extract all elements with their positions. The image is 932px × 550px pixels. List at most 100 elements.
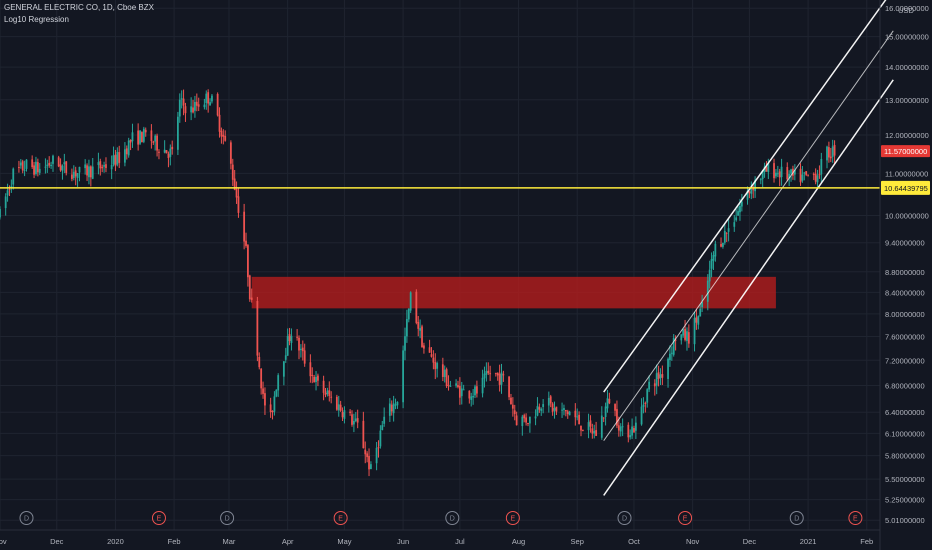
candle-body	[765, 166, 768, 172]
candle-body	[269, 404, 272, 413]
candle-body	[564, 409, 567, 412]
candle-body	[589, 420, 592, 427]
candle-body	[793, 169, 796, 175]
candle-body	[566, 411, 569, 414]
symbol-title[interactable]: GENERAL ELECTRIC CO, 1D, Cboe BZX	[4, 3, 154, 12]
candle-body	[52, 155, 54, 164]
candle-body	[349, 411, 352, 413]
candle-body	[383, 416, 386, 424]
candle-body	[723, 231, 726, 243]
candle-body	[790, 169, 792, 174]
candle-body	[167, 153, 170, 159]
resistance-zone	[251, 276, 776, 309]
candle-body	[657, 372, 660, 379]
candle-body	[591, 428, 594, 434]
candle-body	[714, 243, 717, 257]
candle-body	[65, 161, 68, 173]
candle-body	[443, 369, 446, 378]
candle-body	[786, 167, 789, 180]
level-price-bg	[881, 180, 930, 195]
candle-body	[114, 154, 117, 166]
candle-body	[578, 414, 580, 425]
earnings-marker	[678, 511, 693, 525]
candle-body	[629, 435, 632, 438]
candle-body	[197, 104, 200, 107]
candle-body	[595, 430, 598, 436]
candle-body	[430, 354, 433, 357]
candle-body	[807, 174, 809, 176]
candle-body	[606, 398, 609, 409]
candle-body	[640, 406, 643, 425]
candle-body	[184, 106, 187, 114]
candle-body	[105, 164, 107, 169]
candle-body	[462, 389, 465, 391]
candle-body	[330, 396, 333, 398]
candle-body	[48, 162, 51, 166]
candle-body	[733, 222, 736, 227]
candle-body	[684, 328, 686, 340]
candle-body	[195, 101, 198, 106]
event-marker-letter: D	[794, 516, 799, 523]
price-tick-label: 6.40000000	[885, 408, 925, 417]
candle-body	[362, 420, 365, 449]
candle-body	[176, 116, 179, 150]
candle-body	[693, 317, 696, 345]
candle-body	[237, 196, 240, 213]
time-tick-label: Nov	[686, 537, 700, 546]
candle-body	[169, 148, 172, 157]
candle-body	[468, 390, 471, 399]
price-tick-label: 5.50000000	[885, 475, 925, 484]
candle-body	[178, 99, 181, 117]
dividend-marker	[789, 511, 804, 525]
candle-body	[229, 142, 232, 164]
candle-body	[182, 98, 185, 106]
candle-body	[776, 173, 779, 175]
candle-body	[574, 410, 577, 418]
time-tick-label: Jul	[455, 537, 465, 546]
time-tick-label: Aug	[512, 537, 525, 546]
candle-body	[309, 362, 312, 377]
candle-body	[699, 308, 702, 317]
candle-body	[88, 166, 90, 178]
candle-body	[697, 315, 700, 325]
candle-body	[243, 211, 246, 242]
candle-body	[754, 180, 756, 192]
candle-body	[256, 300, 259, 356]
candle-body	[264, 393, 266, 406]
candle-body	[627, 424, 630, 438]
candle-body	[687, 332, 690, 344]
time-tick-label: 2020	[107, 537, 124, 546]
candle-body	[150, 130, 153, 141]
candle-body	[423, 345, 425, 349]
candle-body	[300, 348, 302, 350]
candle-body	[775, 172, 777, 177]
price-tick-label: 8.80000000	[885, 268, 925, 277]
candle-body	[129, 139, 132, 143]
dividend-marker	[445, 511, 460, 525]
candle-body	[523, 415, 526, 419]
candle-body	[487, 370, 490, 374]
candle-body	[313, 376, 316, 383]
candle-body	[38, 168, 41, 173]
candle-body	[436, 363, 439, 369]
candle-body	[284, 355, 287, 360]
indicator-label[interactable]: Log10 Regression	[4, 15, 69, 24]
candle-body	[381, 425, 384, 431]
candle-body	[158, 151, 160, 153]
candle-body	[101, 166, 104, 169]
candle-body	[720, 243, 722, 247]
candle-body	[568, 411, 571, 416]
candle-body	[404, 336, 406, 351]
earnings-marker	[505, 511, 520, 525]
time-tick-label: Mar	[223, 537, 236, 546]
candle-body	[139, 130, 141, 144]
price-tick-label: 16.00000000	[885, 4, 929, 13]
candle-body	[220, 130, 223, 137]
time-axis: Nov Dec 2020 Feb Mar Apr May Jun Jul Aug Sep Oct Nov…	[0, 529, 880, 546]
candle-body	[670, 352, 673, 354]
candle-body	[12, 168, 15, 185]
